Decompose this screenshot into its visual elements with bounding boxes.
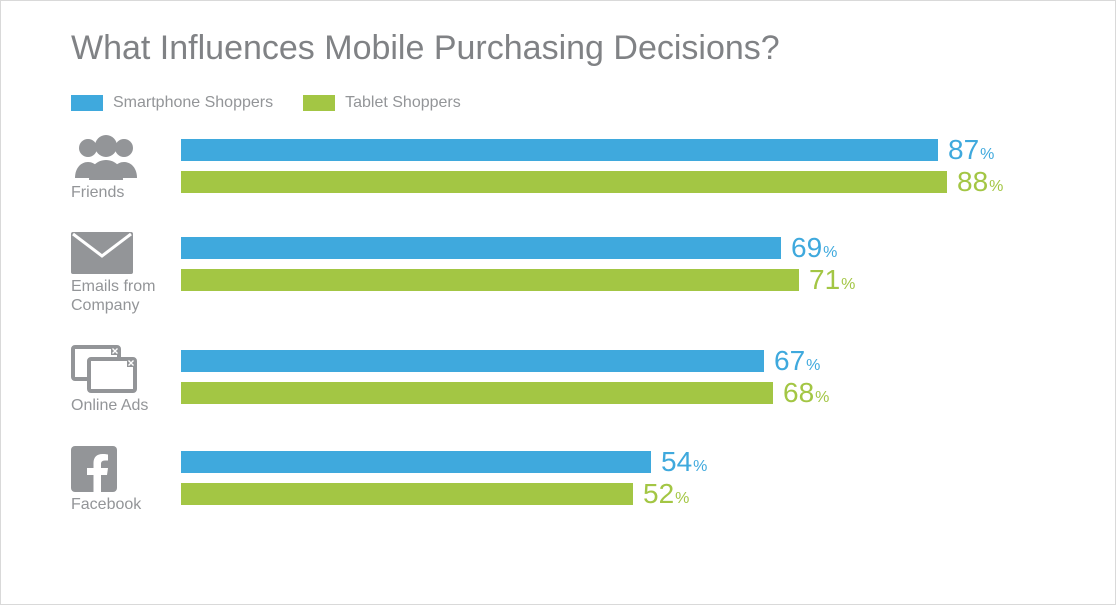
category-friends: Friends <box>71 134 181 202</box>
bar-value: 54% <box>661 448 707 476</box>
bar-emails-tablet: 71% <box>181 266 1075 294</box>
bars-ads: 67% 68% <box>181 345 1075 407</box>
bar-value: 68% <box>783 379 829 407</box>
legend-swatch-tablet <box>303 95 335 111</box>
category-emails: Emails fromCompany <box>71 232 181 315</box>
bar-rect <box>181 382 773 404</box>
bar-rect <box>181 139 938 161</box>
legend-item-tablet: Tablet Shoppers <box>303 94 461 112</box>
bar-ads-smartphone: 67% <box>181 347 1075 375</box>
bar-friends-smartphone: 87% <box>181 136 1075 164</box>
bar-value: 88% <box>957 168 1003 196</box>
legend-label-smartphone: Smartphone Shoppers <box>113 94 273 112</box>
row-emails: Emails fromCompany 69% 71% <box>71 232 1075 315</box>
category-label-facebook: Facebook <box>71 496 141 514</box>
bar-emails-smartphone: 69% <box>181 234 1075 262</box>
bar-rect <box>181 171 947 193</box>
chart-rows: Friends 87% 88% Emails f <box>71 134 1075 514</box>
bar-friends-tablet: 88% <box>181 168 1075 196</box>
facebook-icon <box>71 446 117 492</box>
ads-icon <box>71 345 137 393</box>
bars-friends: 87% 88% <box>181 134 1075 196</box>
category-ads: Online Ads <box>71 345 181 415</box>
bar-rect <box>181 350 764 372</box>
bar-value: 87% <box>948 136 994 164</box>
bar-facebook-tablet: 52% <box>181 480 1075 508</box>
category-label-friends: Friends <box>71 184 124 202</box>
bar-facebook-smartphone: 54% <box>181 448 1075 476</box>
legend-item-smartphone: Smartphone Shoppers <box>71 94 273 112</box>
bar-value: 67% <box>774 347 820 375</box>
bars-facebook: 54% 52% <box>181 446 1075 508</box>
bar-ads-tablet: 68% <box>181 379 1075 407</box>
bar-rect <box>181 451 651 473</box>
bar-value: 69% <box>791 234 837 262</box>
category-label-emails: Emails fromCompany <box>71 278 155 315</box>
legend: Smartphone Shoppers Tablet Shoppers <box>71 94 1075 112</box>
chart-title: What Influences Mobile Purchasing Decisi… <box>71 29 1075 68</box>
friends-icon <box>71 134 141 180</box>
legend-label-tablet: Tablet Shoppers <box>345 94 461 112</box>
category-facebook: Facebook <box>71 446 181 514</box>
legend-swatch-smartphone <box>71 95 103 111</box>
row-facebook: Facebook 54% 52% <box>71 446 1075 514</box>
row-ads: Online Ads 67% 68% <box>71 345 1075 415</box>
email-icon <box>71 232 133 274</box>
bar-rect <box>181 237 781 259</box>
bar-rect <box>181 483 633 505</box>
bar-value: 71% <box>809 266 855 294</box>
bars-emails: 69% 71% <box>181 232 1075 294</box>
bar-value: 52% <box>643 480 689 508</box>
row-friends: Friends 87% 88% <box>71 134 1075 202</box>
bar-rect <box>181 269 799 291</box>
category-label-ads: Online Ads <box>71 397 148 415</box>
